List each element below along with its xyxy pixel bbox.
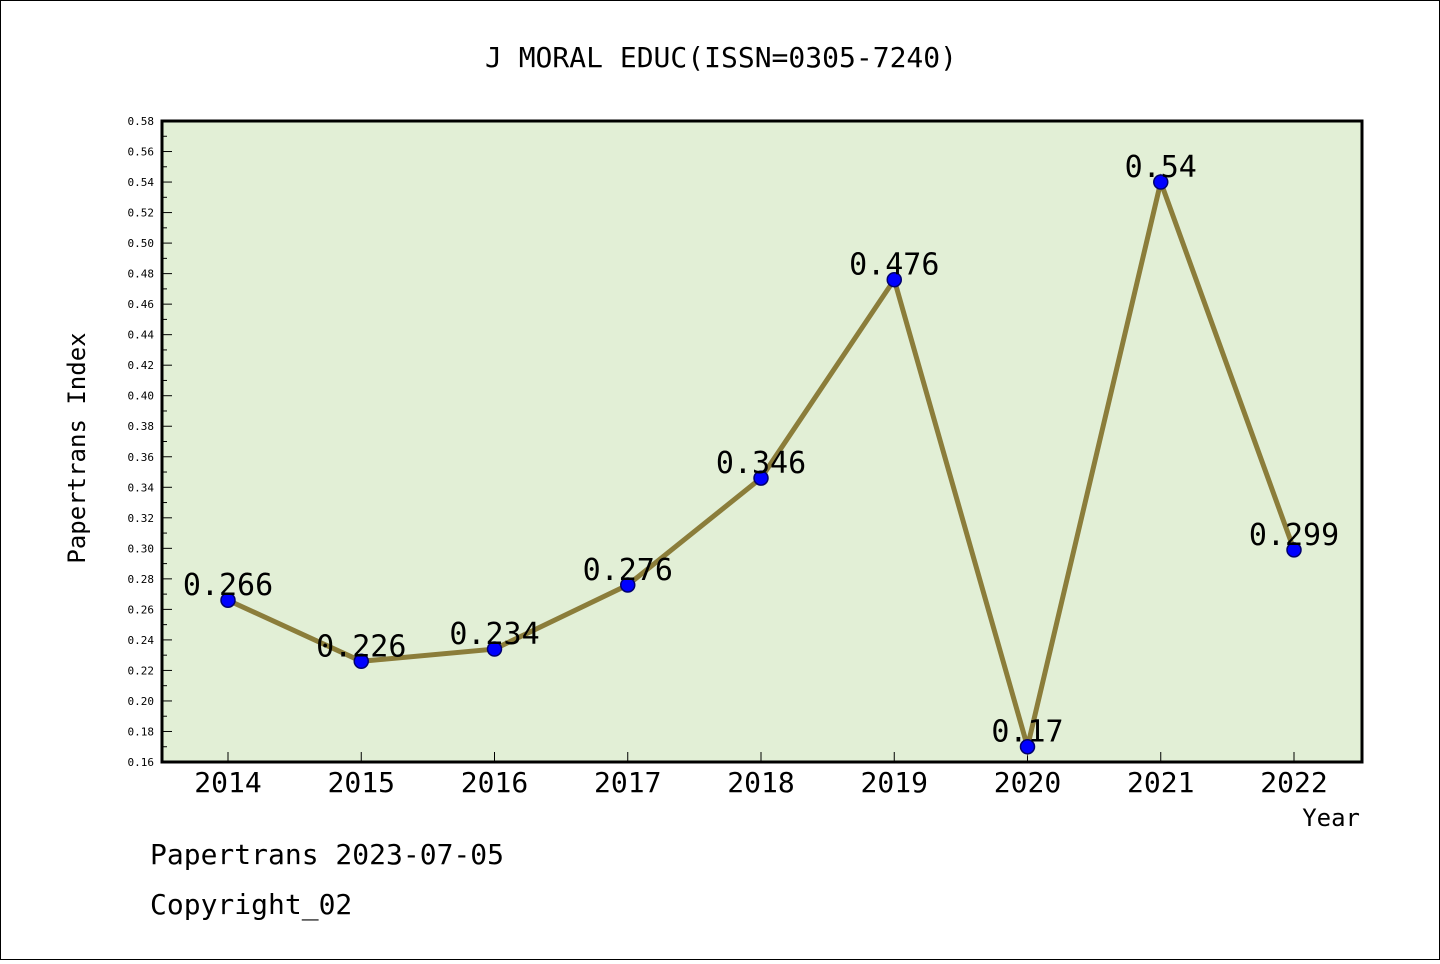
y-tick-label: 0.50 [128, 237, 155, 250]
y-tick-label: 0.44 [128, 329, 155, 342]
y-axis: 0.16 0.18 0.20 0.22 0.24 0.26 0.28 0.30 0.32 0.34… [128, 115, 172, 769]
x-tick-label: 2020 [994, 766, 1061, 799]
data-label: 0.266 [183, 568, 273, 603]
x-tick-label: 2022 [1260, 766, 1327, 799]
x-tick-label: 2015 [328, 766, 395, 799]
y-tick-label: 0.38 [128, 420, 155, 433]
y-tick-label: 0.34 [128, 481, 155, 494]
y-tick-label: 0.58 [128, 115, 155, 128]
y-tick-label: 0.18 [128, 725, 155, 738]
chart-title: J MORAL EDUC(ISSN=0305-7240) [485, 41, 957, 74]
x-tick-label: 2018 [727, 766, 794, 799]
y-tick-label: 0.26 [128, 603, 155, 616]
y-tick-label: 0.48 [128, 268, 155, 281]
footer-copyright: Copyright_02 [150, 888, 352, 922]
data-point [886, 271, 902, 288]
y-tick-label: 0.16 [128, 756, 155, 769]
data-label: 0.276 [583, 553, 673, 588]
y-tick-label: 0.20 [128, 695, 155, 708]
y-tick-label: 0.30 [128, 542, 155, 555]
x-tick-label: 2021 [1127, 766, 1194, 799]
y-tick-label: 0.40 [128, 390, 155, 403]
y-tick-label: 0.32 [128, 512, 155, 525]
plot-border [160, 119, 1364, 764]
y-tick-label: 0.56 [128, 146, 155, 159]
y-tick-label: 0.54 [128, 176, 155, 189]
data-label: 0.17 [991, 715, 1063, 750]
x-axis: 2014 2015 2016 2017 2018 2019 2020 2021 2022 [194, 752, 1328, 799]
x-axis-label: Year [1302, 804, 1360, 832]
marker-group [220, 174, 1302, 755]
y-tick-label: 0.36 [128, 451, 155, 464]
x-tick-label: 2014 [194, 766, 261, 799]
data-point [353, 653, 369, 670]
data-point [1286, 542, 1302, 558]
y-tick-label: 0.42 [128, 359, 155, 372]
x-tick-label: 2016 [461, 766, 528, 799]
data-point [1153, 174, 1169, 190]
y-tick-label: 0.28 [128, 573, 155, 586]
y-tick-label: 0.24 [128, 634, 155, 647]
data-label: 0.226 [316, 629, 406, 664]
data-label: 0.234 [449, 617, 539, 652]
data-point [1019, 738, 1036, 755]
data-label: 0.476 [849, 248, 939, 283]
plot-area [162, 121, 1362, 762]
data-point [220, 592, 236, 608]
data-label: 0.54 [1125, 150, 1197, 185]
data-point [753, 470, 769, 486]
y-tick-label: 0.52 [128, 207, 155, 220]
data-label: 0.346 [716, 446, 806, 481]
x-tick-label: 2019 [861, 766, 928, 799]
data-point [620, 577, 636, 593]
footer-date: Papertrans 2023-07-05 [150, 838, 504, 871]
data-label-group: 0.266 0.226 0.234 0.276 0.346 0.476 0.17 0.54 0.… [183, 150, 1339, 750]
y-tick-label: 0.22 [128, 664, 155, 677]
data-point [486, 641, 503, 657]
x-tick-label: 2017 [594, 766, 661, 799]
data-label: 0.299 [1249, 518, 1339, 553]
y-tick-label: 0.46 [128, 298, 155, 311]
y-axis-label: Papertrans Index [63, 332, 91, 563]
